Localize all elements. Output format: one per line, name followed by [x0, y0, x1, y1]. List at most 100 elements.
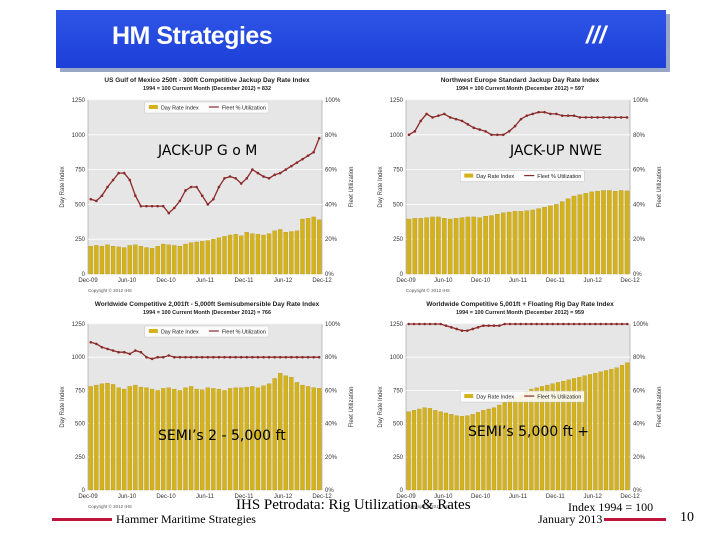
- point-fleet-utilization: [312, 355, 315, 359]
- x-tick: Jun-10: [118, 278, 137, 284]
- point-fleet-utilization: [306, 355, 310, 359]
- x-tick: Dec-10: [156, 494, 176, 500]
- y-axis-label-left: Day Rate Index: [60, 166, 66, 207]
- point-fleet-utilization: [195, 185, 198, 189]
- bar-day-rate-index: [442, 218, 447, 275]
- bar-day-rate-index: [436, 216, 441, 275]
- bar-day-rate-index: [133, 384, 138, 491]
- point-fleet-utilization: [245, 355, 249, 359]
- point-fleet-utilization: [161, 204, 165, 208]
- point-fleet-utilization: [200, 355, 204, 359]
- bar-day-rate-index: [99, 383, 105, 491]
- legend-label: Day Rate Index: [161, 330, 199, 336]
- y-tick-right: 100%: [325, 322, 341, 328]
- bar-day-rate-index: [155, 246, 160, 275]
- x-tick: Dec-12: [620, 494, 640, 500]
- point-fleet-utilization: [546, 322, 549, 326]
- point-fleet-utilization: [256, 171, 260, 175]
- point-fleet-utilization: [466, 123, 470, 126]
- point-fleet-utilization: [228, 355, 232, 359]
- point-fleet-utilization: [443, 112, 446, 116]
- bar-day-rate-index: [194, 241, 199, 275]
- bar-day-rate-index: [289, 376, 294, 491]
- point-fleet-utilization: [543, 110, 546, 114]
- chart-subtitle: 1994 = 100 Current Month (December 2012)…: [456, 86, 584, 92]
- point-fleet-utilization: [476, 326, 480, 329]
- bar-day-rate-index: [449, 414, 454, 491]
- point-fleet-utilization: [290, 355, 293, 359]
- point-fleet-utilization: [156, 355, 159, 359]
- point-fleet-utilization: [145, 355, 148, 359]
- chart-nwe-jackup: Northwest Europe Standard Jackup Day Rat…: [374, 74, 666, 294]
- bar-day-rate-index: [559, 201, 565, 275]
- y-axis-label-right: Fleet Utilization: [349, 166, 355, 207]
- point-fleet-utilization: [626, 322, 629, 326]
- point-fleet-utilization: [437, 114, 440, 117]
- bar-day-rate-index: [105, 382, 110, 491]
- y-tick-left: 1000: [390, 133, 404, 139]
- bar-day-rate-index: [430, 216, 435, 275]
- bar-day-rate-index: [593, 372, 598, 491]
- bar-day-rate-index: [166, 387, 171, 491]
- bar-day-rate-index: [561, 380, 566, 491]
- bar-day-rate-index: [587, 374, 593, 491]
- y-tick-left: 500: [75, 202, 86, 208]
- point-fleet-utilization: [431, 116, 434, 119]
- y-axis-label-left: Day Rate Index: [60, 386, 66, 427]
- bar-day-rate-index: [418, 218, 424, 275]
- point-fleet-utilization: [223, 177, 226, 180]
- point-fleet-utilization: [206, 203, 210, 206]
- point-fleet-utilization: [460, 329, 464, 332]
- bar-day-rate-index: [624, 190, 630, 275]
- overlay-jackup-gom: JACK-UP G o M: [158, 143, 258, 159]
- point-fleet-utilization: [519, 117, 523, 121]
- bar-day-rate-index: [424, 217, 429, 275]
- bar-day-rate-index: [255, 234, 261, 275]
- chart-semi-2-5k: Worldwide Competitive 2,001ft - 5,000ft …: [56, 298, 358, 510]
- point-fleet-utilization: [195, 355, 198, 359]
- legend-label: Day Rate Index: [161, 106, 199, 112]
- bar-day-rate-index: [183, 387, 188, 491]
- chart-title: Worldwide Competitive 2,001ft - 5,000ft …: [95, 301, 320, 308]
- y-tick-right: 20%: [633, 237, 646, 243]
- x-tick: Dec-11: [546, 278, 566, 284]
- y-tick-right: 80%: [633, 133, 646, 139]
- bar-day-rate-index: [483, 216, 488, 275]
- y-tick-left: 0: [82, 272, 86, 278]
- point-fleet-utilization: [239, 355, 243, 359]
- overlay-semi-2-5k: SEMI’s 2 - 5,000 ft: [158, 428, 286, 444]
- legend-label: Fleet % Utilization: [537, 395, 581, 401]
- point-fleet-utilization: [508, 322, 512, 326]
- point-fleet-utilization: [251, 168, 254, 171]
- plot-area: [405, 323, 631, 491]
- bar-day-rate-index: [88, 386, 93, 491]
- point-fleet-utilization: [139, 350, 143, 354]
- bar-day-rate-index: [406, 411, 411, 491]
- bar-day-rate-index: [266, 233, 272, 275]
- point-fleet-utilization: [306, 154, 310, 157]
- y-tick-right: 60%: [633, 388, 646, 394]
- point-fleet-utilization: [89, 197, 93, 201]
- point-fleet-utilization: [301, 355, 304, 359]
- bar-day-rate-index: [465, 415, 470, 491]
- legend-box: [460, 170, 585, 182]
- point-fleet-utilization: [444, 324, 448, 327]
- point-fleet-utilization: [555, 112, 558, 116]
- y-tick-left: 1000: [390, 355, 404, 361]
- bar-day-rate-index: [443, 412, 449, 491]
- point-fleet-utilization: [610, 322, 613, 326]
- chart-subtitle: 1994 = 100 Current Month (December 2012)…: [143, 86, 271, 92]
- bar-day-rate-index: [614, 367, 619, 491]
- bar-day-rate-index: [506, 211, 512, 275]
- bar-day-rate-index: [447, 218, 453, 275]
- bar-day-rate-index: [177, 390, 183, 491]
- point-fleet-utilization: [106, 347, 109, 351]
- point-fleet-utilization: [161, 355, 165, 359]
- point-fleet-utilization: [584, 116, 588, 119]
- bar-day-rate-index: [411, 410, 417, 491]
- point-fleet-utilization: [519, 322, 522, 326]
- y-tick-left: 500: [75, 422, 86, 428]
- point-fleet-utilization: [128, 178, 132, 182]
- chart-semi-5k-plus: Worldwide Competitive 5,001ft + Floating…: [374, 298, 666, 510]
- point-fleet-utilization: [418, 322, 421, 326]
